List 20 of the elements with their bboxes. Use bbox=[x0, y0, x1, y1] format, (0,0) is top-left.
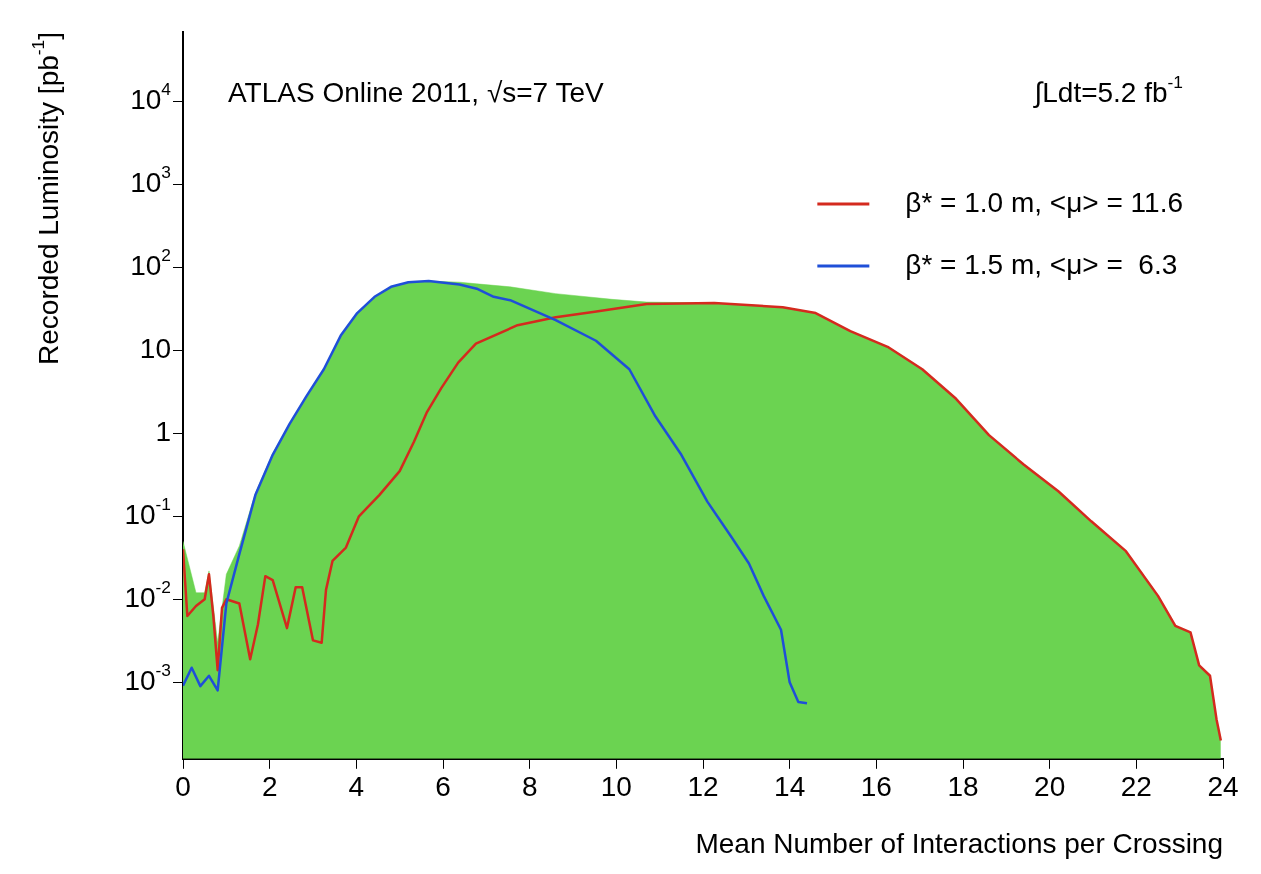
x-tick-label: 4 bbox=[348, 771, 365, 803]
x-tick-label: 8 bbox=[521, 771, 538, 803]
y-tick-label: 10 bbox=[139, 332, 172, 364]
legend-label: β* = 1.5 m, <μ> = 6.3 bbox=[905, 248, 1178, 280]
x-tick-label: 12 bbox=[687, 771, 719, 803]
x-tick-label: 14 bbox=[774, 771, 806, 803]
x-tick-label: 16 bbox=[860, 771, 892, 803]
y-tick-label: 1 bbox=[155, 415, 172, 447]
x-tick-label: 24 bbox=[1207, 771, 1239, 803]
x-tick-label: 2 bbox=[261, 771, 278, 803]
x-tick-label: 0 bbox=[175, 771, 191, 803]
x-tick-label: 10 bbox=[600, 771, 632, 803]
x-tick-label: 22 bbox=[1120, 771, 1152, 803]
y-axis-title: Recorded Luminosity [pb-1] bbox=[28, 32, 64, 365]
legend-label: β* = 1.0 m, <μ> = 11.6 bbox=[905, 186, 1184, 218]
x-tick-label: 6 bbox=[435, 771, 451, 803]
x-tick-label: 18 bbox=[947, 771, 979, 803]
x-tick-label: 20 bbox=[1034, 771, 1066, 803]
annotation: ATLAS Online 2011, √s=7 TeV bbox=[228, 76, 605, 108]
x-axis-title: Mean Number of Interactions per Crossing bbox=[695, 827, 1223, 859]
